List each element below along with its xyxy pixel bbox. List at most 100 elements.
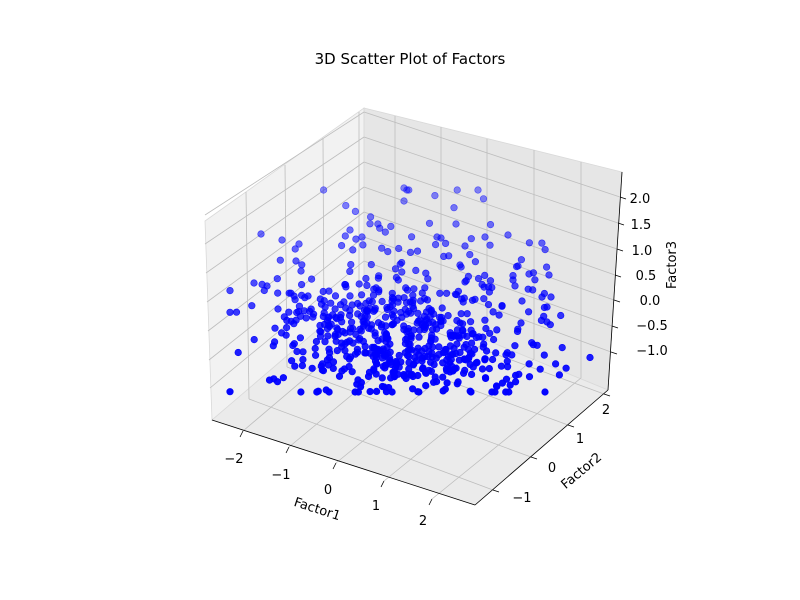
data-point [378,374,386,382]
chart-title: 3D Scatter Plot of Factors [315,50,506,68]
data-point [493,326,501,334]
data-point [438,304,446,312]
data-point [406,248,415,256]
y-tick-label: 1 [576,432,584,447]
data-point [418,357,426,365]
data-point [341,329,349,337]
y-tick-label: 2 [602,403,610,418]
data-point [391,265,400,273]
data-point [481,356,489,364]
data-point [375,288,383,296]
data-point [288,357,296,365]
data-point [368,298,376,306]
data-point [352,235,360,243]
data-point [461,242,469,250]
data-point [555,371,564,379]
data-point [489,355,497,364]
data-point [504,231,512,239]
data-point [479,333,487,341]
data-point [372,370,380,378]
data-point [388,388,396,396]
data-point [511,282,519,290]
data-point [498,379,507,387]
data-point [269,342,277,350]
data-point [250,336,258,344]
data-point [505,388,513,396]
z-axis-line [607,171,623,391]
data-point [485,288,494,296]
data-point [358,233,366,241]
data-point [257,230,265,238]
x-axis-label: Factor1 [292,495,342,524]
data-point [346,292,354,300]
data-point [357,327,365,335]
data-point [439,373,447,381]
data-point [342,202,350,210]
data-point [547,293,555,301]
data-point [312,338,321,346]
data-point [482,374,490,383]
data-point [394,276,402,284]
data-point [276,256,284,264]
data-point [299,348,307,356]
data-point [541,246,549,254]
data-point [319,287,327,296]
data-point [384,248,392,256]
z-axis-label: Factor3 [665,241,680,289]
data-point [388,321,396,329]
data-point [463,310,471,318]
z-tick-label: 1.0 [632,244,653,259]
data-point [403,186,411,194]
data-point [333,347,341,355]
data-point [292,257,300,265]
scatter-points [226,184,594,396]
axis-lines [211,171,623,506]
data-point [327,299,335,307]
data-point [478,365,487,373]
data-point [324,332,332,340]
data-point [226,388,234,396]
data-point [466,251,474,259]
data-point [378,244,386,252]
x-tick-label: 2 [419,514,427,529]
data-point [387,374,395,382]
data-point [412,266,420,275]
data-point [290,320,298,328]
data-point [455,356,464,364]
data-point [367,213,375,221]
data-point [484,301,493,309]
data-point [363,281,371,290]
data-point [296,334,305,342]
z-tick-label: 1.5 [631,218,652,233]
data-point [274,305,282,313]
data-point [469,363,477,371]
data-point [472,333,480,342]
data-point [381,228,389,236]
data-point [402,374,410,383]
data-point [455,334,463,342]
data-point [423,296,432,304]
data-point [316,332,325,340]
data-point [425,219,434,227]
data-point [351,207,360,215]
tick-marks [239,196,627,506]
data-point [265,376,274,384]
data-point [432,241,440,249]
data-point [479,195,488,203]
data-point [282,331,290,339]
data-point [509,276,517,284]
data-point [325,388,333,396]
data-point [226,287,234,295]
data-point [366,220,374,228]
data-point [356,302,364,310]
data-point [285,308,293,316]
data-point [338,242,346,250]
data-point [405,186,413,194]
data-point [383,305,392,314]
z-tick-label: 2.0 [630,192,651,207]
data-point [312,351,320,359]
data-point [474,274,483,283]
data-point [540,351,548,359]
data-point [409,372,417,381]
data-point [361,342,369,351]
